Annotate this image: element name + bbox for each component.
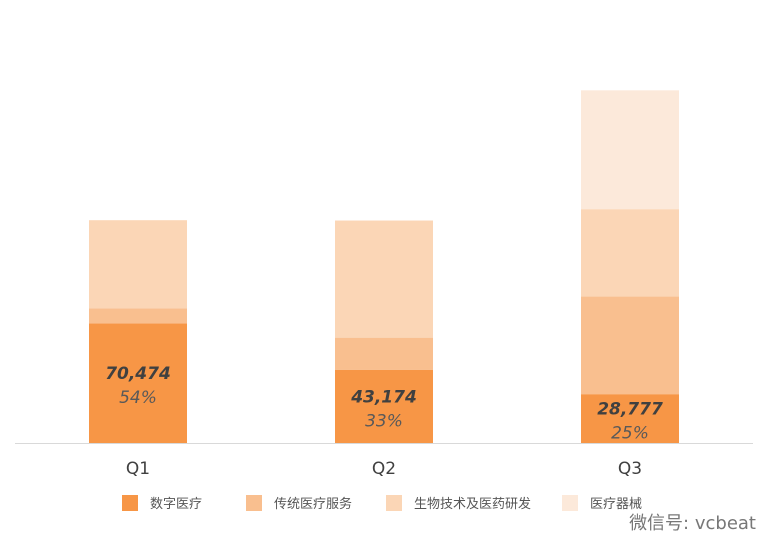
bar-segment: [335, 337, 433, 370]
bar-segment: [335, 369, 433, 443]
legend-item: 生物技术及医药研发: [386, 493, 562, 512]
bar-segment: [89, 220, 187, 309]
legend-label: 医疗器械: [590, 497, 643, 512]
legend-item: 医疗器械: [562, 493, 642, 512]
percent-label: 54%: [119, 388, 157, 408]
x-tick-label: Q1: [126, 459, 150, 479]
legend-label: 传统医疗服务: [274, 497, 353, 512]
legend-swatch: [562, 494, 578, 511]
bar-segment: [89, 323, 187, 443]
legend: 数字医疗 传统医疗服务 生物技术及医药研发 医疗器械: [122, 493, 642, 512]
data-label: 70,474: [105, 364, 171, 384]
legend-item: 传统医疗服务: [246, 493, 386, 512]
data-label: 28,777: [597, 400, 663, 420]
legend-label: 数字医疗: [150, 497, 203, 512]
legend-label: 生物技术及医药研发: [414, 497, 532, 512]
bar-segment: [335, 220, 433, 338]
percent-label: 33%: [365, 411, 403, 431]
percent-label: 25%: [611, 424, 649, 444]
bar-segment: [581, 209, 679, 297]
legend-item: 数字医疗: [122, 493, 246, 512]
legend-swatch: [386, 494, 402, 511]
data-label: 43,174: [350, 387, 417, 407]
bar-segment: [581, 90, 679, 210]
legend-swatch: [122, 494, 138, 511]
x-tick-label: Q3: [618, 459, 642, 479]
x-tick-label: Q2: [372, 459, 396, 479]
bar-segment: [581, 394, 679, 443]
bar-segment: [581, 296, 679, 395]
bar-segment: [89, 308, 187, 324]
watermark: 微信号: vcbeat: [629, 513, 756, 534]
legend-swatch: [246, 494, 262, 511]
